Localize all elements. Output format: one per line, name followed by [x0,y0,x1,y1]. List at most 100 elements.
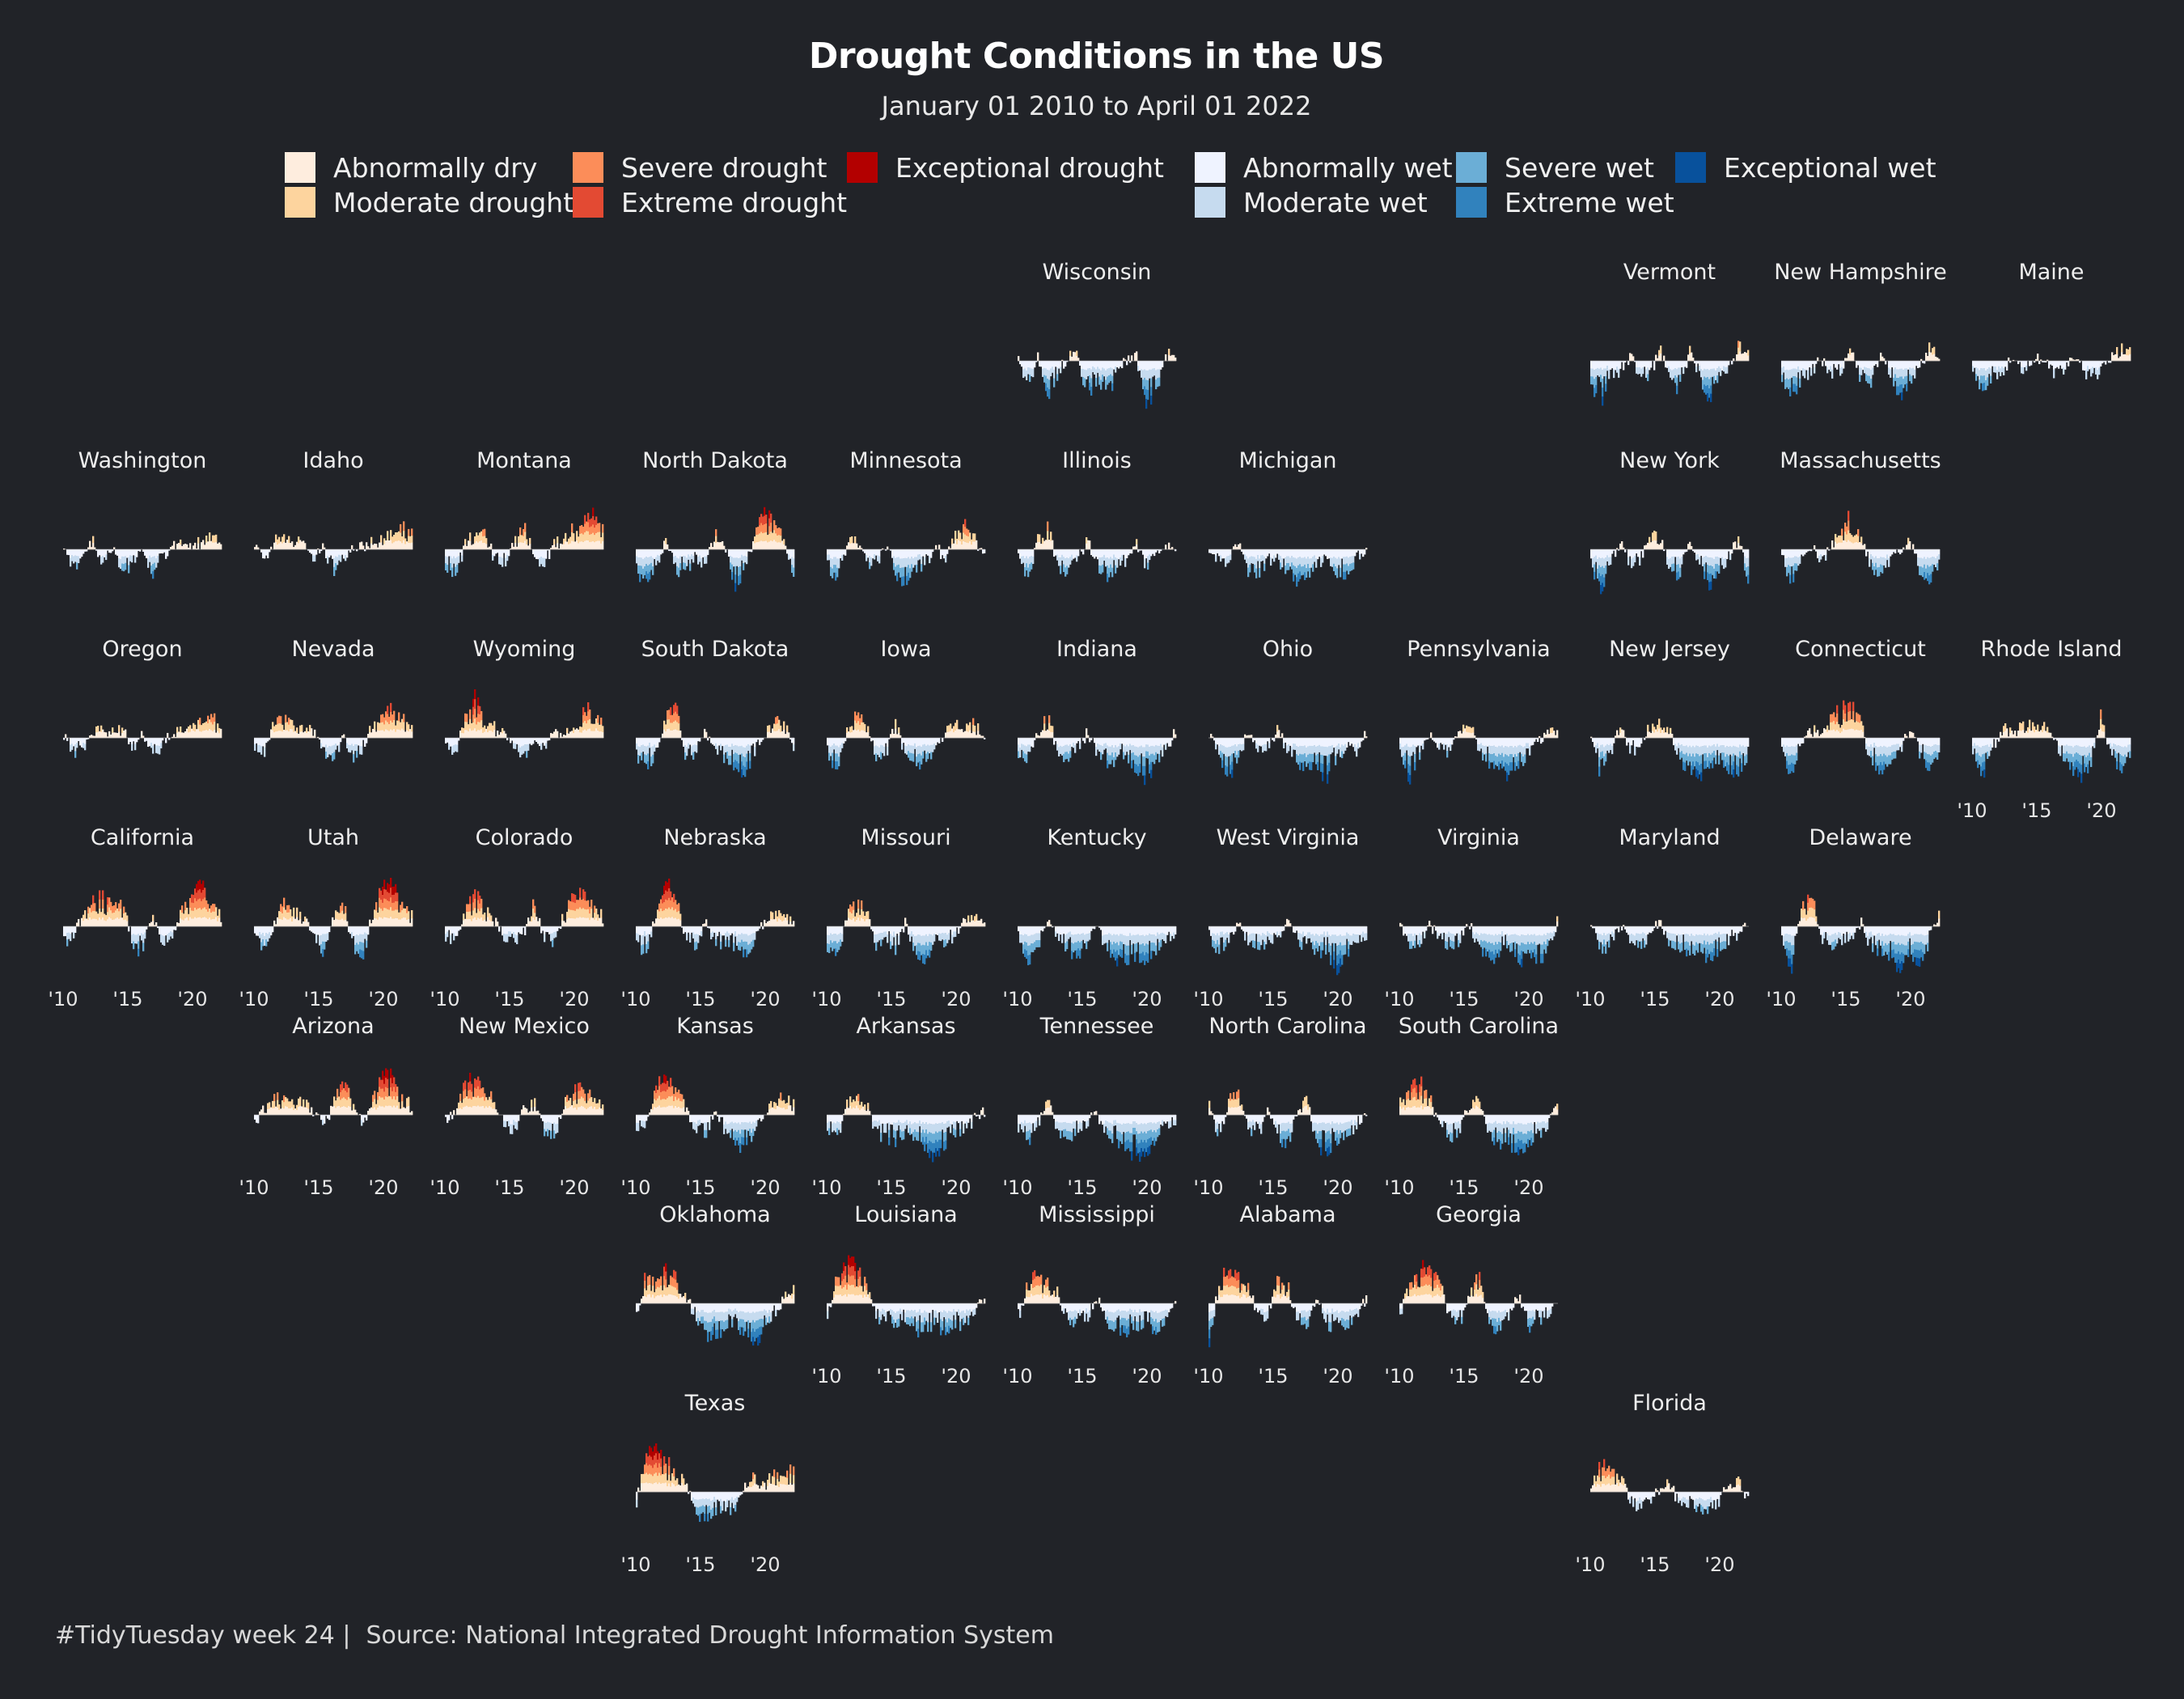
drought-bar [112,727,114,733]
drought-bar [471,730,473,739]
drought-bar [844,738,847,742]
drought-bar [191,902,193,911]
drought-bar [1875,754,1877,763]
drought-bar [2009,727,2012,733]
drought-bar [1839,535,1842,543]
drought-bar [1826,366,1829,374]
drought-bar [1153,361,1156,369]
drought-bar [768,518,771,527]
drought-bar [793,558,795,568]
drought-bar [408,542,410,550]
drought-bar [1331,738,1334,746]
drought-bar [832,752,834,761]
drought-bar [963,731,965,739]
drought-bar [1514,754,1517,763]
drought-bar [1880,738,1882,747]
drought-bar [694,549,696,553]
drought-bar [1107,745,1109,753]
drought-bar [199,724,201,731]
drought-bar [563,538,565,544]
drought-bar [654,744,656,752]
drought-bar [655,738,658,748]
drought-bar [1721,361,1724,371]
drought-bar [1856,534,1858,542]
drought-bar [521,738,523,747]
drought-bar [333,557,336,568]
drought-bar [1142,738,1145,748]
drought-bar [92,895,95,904]
drought-bar [272,926,274,933]
drought-bar [916,549,918,557]
drought-bar [168,926,171,934]
drought-bar [1349,738,1352,746]
drought-bar [756,541,758,550]
drought-bar [756,534,758,543]
drought-bar [2025,361,2028,366]
drought-bar [1784,370,1787,380]
drought-bar [830,557,832,568]
drought-bar [1551,732,1554,739]
drought-bar [2008,357,2010,362]
drought-bar [212,918,214,927]
drought-bar [1134,764,1136,773]
drought-bar [1694,747,1696,757]
drought-bar [320,743,323,749]
state-title: Vermont [1623,260,1716,285]
drought-bar [938,544,941,550]
drought-bar [2025,731,2028,739]
drought-bar [406,541,408,550]
drought-bar [1890,369,1892,378]
drought-bar [1894,549,1897,553]
drought-bar [1860,361,1863,369]
drought-bar [1689,745,1691,754]
drought-bar [1818,555,1821,563]
drought-bar [550,548,552,550]
drought-bar [68,549,70,556]
drought-bar [390,711,392,721]
drought-bar [1123,744,1125,752]
drought-bar [121,563,124,571]
drought-bar [2103,731,2106,739]
drought-bar [396,900,399,910]
drought-bar [670,722,672,731]
drought-bar [1796,556,1798,564]
drought-bar [383,917,386,927]
drought-bar [197,719,200,730]
drought-bar [1296,577,1298,587]
drought-bar [875,738,878,746]
drought-bar [366,933,368,941]
drought-bar [1595,549,1598,556]
drought-bar [1171,738,1174,741]
drought-bar [1856,361,1858,368]
drought-bar [1919,744,1921,752]
drought-bar [1509,746,1512,755]
drought-bar [2077,738,2080,746]
drought-bar [1885,549,1887,559]
drought-bar [472,714,475,722]
drought-bar [1788,738,1790,748]
drought-bar [285,542,287,550]
drought-bar [1145,744,1148,752]
state-panel: Montana [445,448,604,578]
drought-bar [980,735,983,739]
x-tick-label: '10 [48,988,78,1011]
drought-bar [1234,544,1237,550]
drought-bar [1076,555,1078,562]
drought-bar [1487,738,1489,747]
drought-bar [1629,738,1632,746]
drought-bar [768,526,771,534]
drought-bar [1739,545,1742,550]
drought-bar [142,735,145,739]
drought-bar [2058,738,2060,746]
drought-bar [1517,761,1520,769]
drought-bar [840,744,842,752]
drought-bar [783,721,785,731]
drought-bar [932,549,934,553]
drought-bar [1788,765,1790,774]
drought-bar [110,909,112,919]
drought-bar [1050,368,1052,377]
drought-bar [731,564,734,573]
drought-bar [1095,746,1098,756]
drought-bar [1149,554,1151,561]
drought-bar [466,545,468,550]
